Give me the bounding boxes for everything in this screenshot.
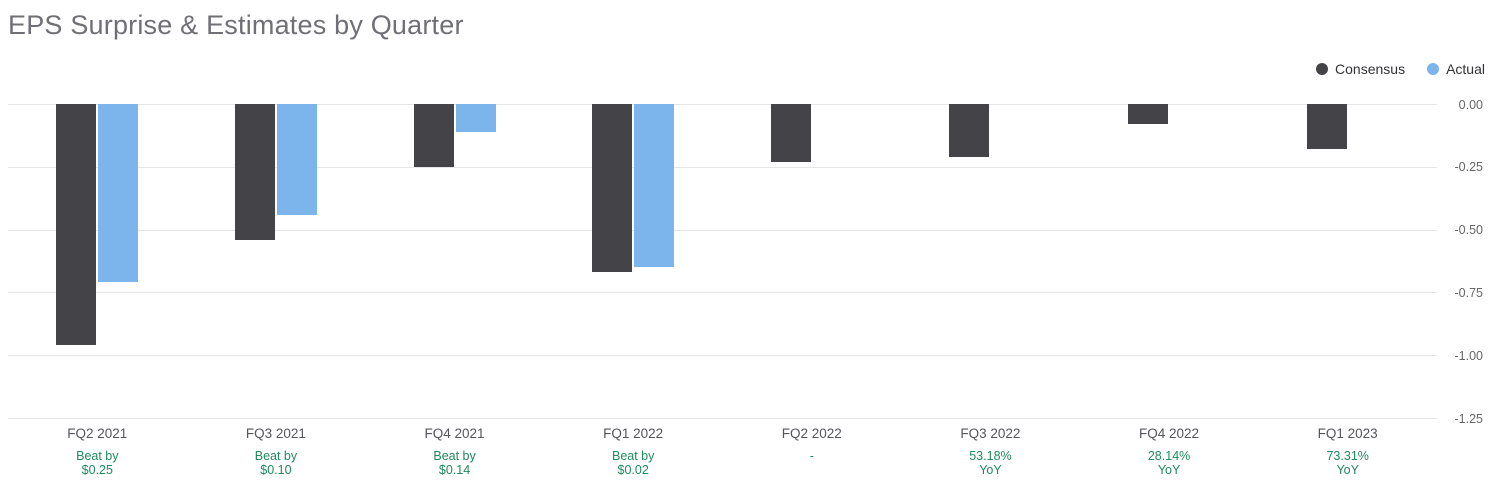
surprise-annotation: Beat by $0.14 — [433, 449, 476, 477]
legend-item-actual[interactable]: Actual — [1427, 61, 1485, 77]
consensus-bar[interactable] — [1128, 104, 1169, 125]
x-axis-category-label: FQ1 2023 — [1317, 426, 1378, 441]
gridline — [8, 229, 1437, 231]
chart-title: EPS Surprise & Estimates by Quarter — [8, 10, 464, 40]
legend-item-consensus[interactable]: Consensus — [1316, 61, 1405, 77]
y-axis-tick-label: -1.00 — [1454, 348, 1484, 363]
consensus-bar[interactable] — [413, 104, 454, 167]
surprise-annotation: 53.18% YoY — [969, 449, 1012, 477]
gridline — [8, 104, 1437, 105]
gridline — [8, 166, 1437, 168]
actual-legend-label: Actual — [1446, 61, 1485, 77]
x-axis-category-label: FQ1 2022 — [603, 426, 664, 441]
y-axis-tick-label: 0.00 — [1458, 97, 1483, 112]
x-axis-category-label: FQ4 2021 — [424, 426, 485, 441]
surprise-annotation: Beat by $0.25 — [76, 449, 119, 477]
consensus-bar[interactable] — [949, 104, 990, 157]
x-axis-category-label: FQ4 2022 — [1139, 426, 1200, 441]
consensus-legend-label: Consensus — [1335, 61, 1406, 77]
surprise-annotation: 73.31% YoY — [1326, 449, 1369, 477]
actual-bar[interactable] — [634, 104, 675, 268]
actual-legend-marker-icon — [1427, 63, 1440, 75]
actual-bar[interactable] — [98, 104, 139, 283]
surprise-annotation: Beat by $0.10 — [254, 449, 298, 477]
actual-bar[interactable] — [455, 104, 496, 132]
gridline — [8, 355, 1437, 357]
chart-legend: Consensus Actual — [1316, 61, 1485, 77]
x-axis-category-label: FQ2 2022 — [781, 426, 842, 441]
surprise-annotation: 28.14% YoY — [1147, 449, 1191, 477]
y-axis-tick-label: -0.25 — [1454, 160, 1484, 175]
consensus-bar[interactable] — [56, 104, 97, 346]
x-axis-category-label: FQ2 2021 — [67, 426, 128, 441]
consensus-bar[interactable] — [1306, 104, 1347, 150]
x-axis-category-label: FQ3 2021 — [245, 426, 306, 441]
y-axis-tick-label: -0.50 — [1454, 223, 1484, 238]
y-axis-tick-label: -1.25 — [1454, 411, 1484, 426]
gridline — [8, 292, 1437, 294]
consensus-legend-marker-icon — [1316, 63, 1329, 75]
surprise-annotation: - — [809, 449, 814, 463]
gridline — [8, 418, 1437, 419]
actual-bar[interactable] — [276, 104, 317, 215]
consensus-bar[interactable] — [592, 104, 633, 273]
x-axis-category-label: FQ3 2022 — [960, 426, 1021, 441]
consensus-bar[interactable] — [234, 104, 275, 240]
surprise-annotation: Beat by $0.02 — [611, 449, 655, 477]
y-axis-tick-label: -0.75 — [1454, 285, 1484, 300]
consensus-bar[interactable] — [770, 104, 811, 162]
